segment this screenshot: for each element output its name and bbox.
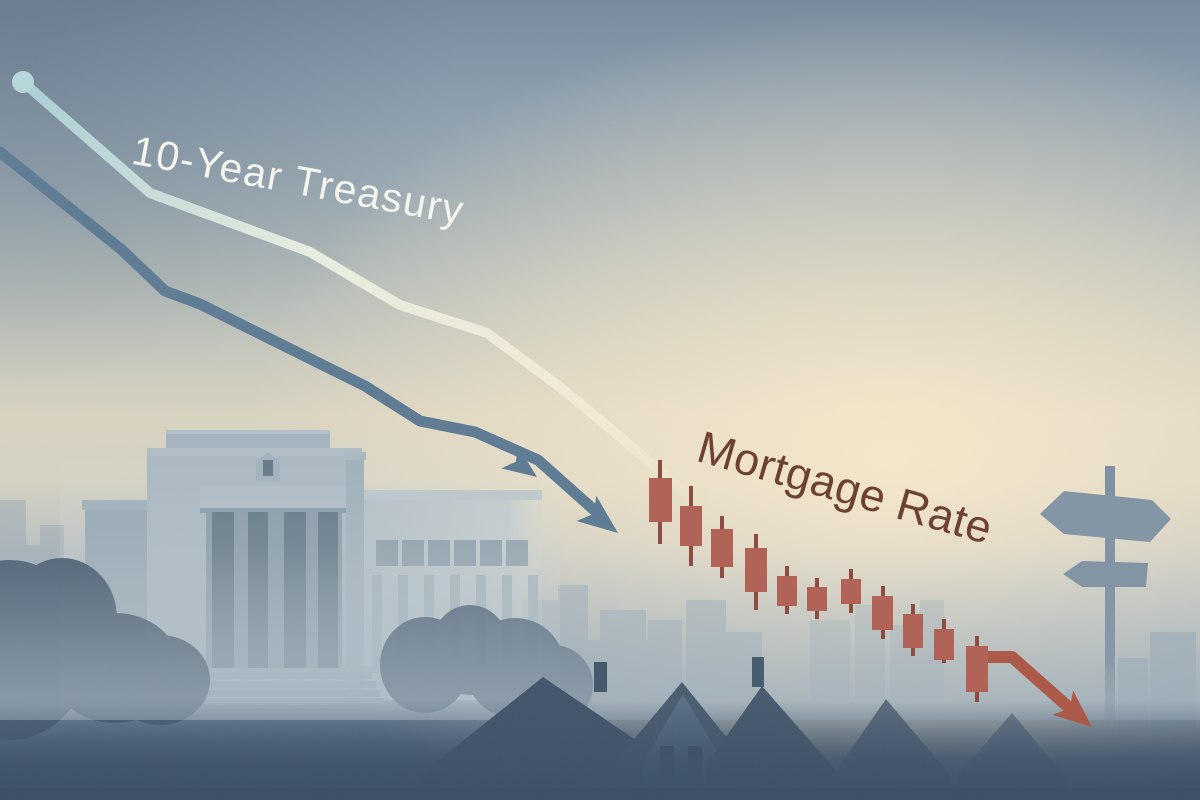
illustration-canvas: 10-Year Treasury Mortgage Rate [0,0,1200,800]
grain-texture [0,0,1200,800]
scene-illustration [0,0,1200,800]
